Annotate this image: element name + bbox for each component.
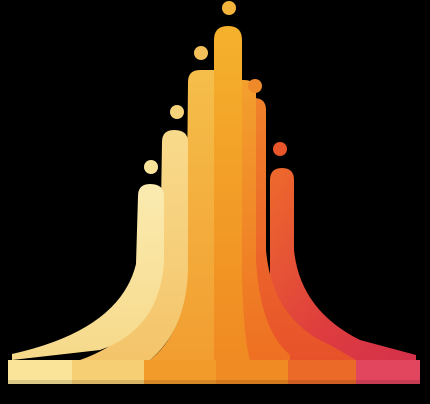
base-strip-5: [288, 360, 356, 384]
dot-2: [170, 105, 184, 119]
bar-4: [214, 26, 250, 360]
base-strip-2: [72, 360, 144, 384]
bar-6: [242, 98, 356, 360]
dot-3: [194, 46, 208, 60]
dot-6: [273, 142, 287, 156]
bar-2: [80, 130, 188, 360]
dot-4: [222, 1, 236, 15]
bar-3: [150, 70, 214, 360]
base-strip-1: [8, 360, 72, 384]
base-strip-3: [144, 360, 216, 384]
bar-7: [270, 168, 416, 360]
dot-1: [144, 160, 158, 174]
dot-5: [248, 79, 262, 93]
base-strip-4: [216, 360, 288, 384]
bar-5: [230, 80, 290, 360]
base-shadow: [8, 380, 420, 384]
base-strip-6: [356, 360, 420, 384]
bar-1: [12, 184, 164, 360]
